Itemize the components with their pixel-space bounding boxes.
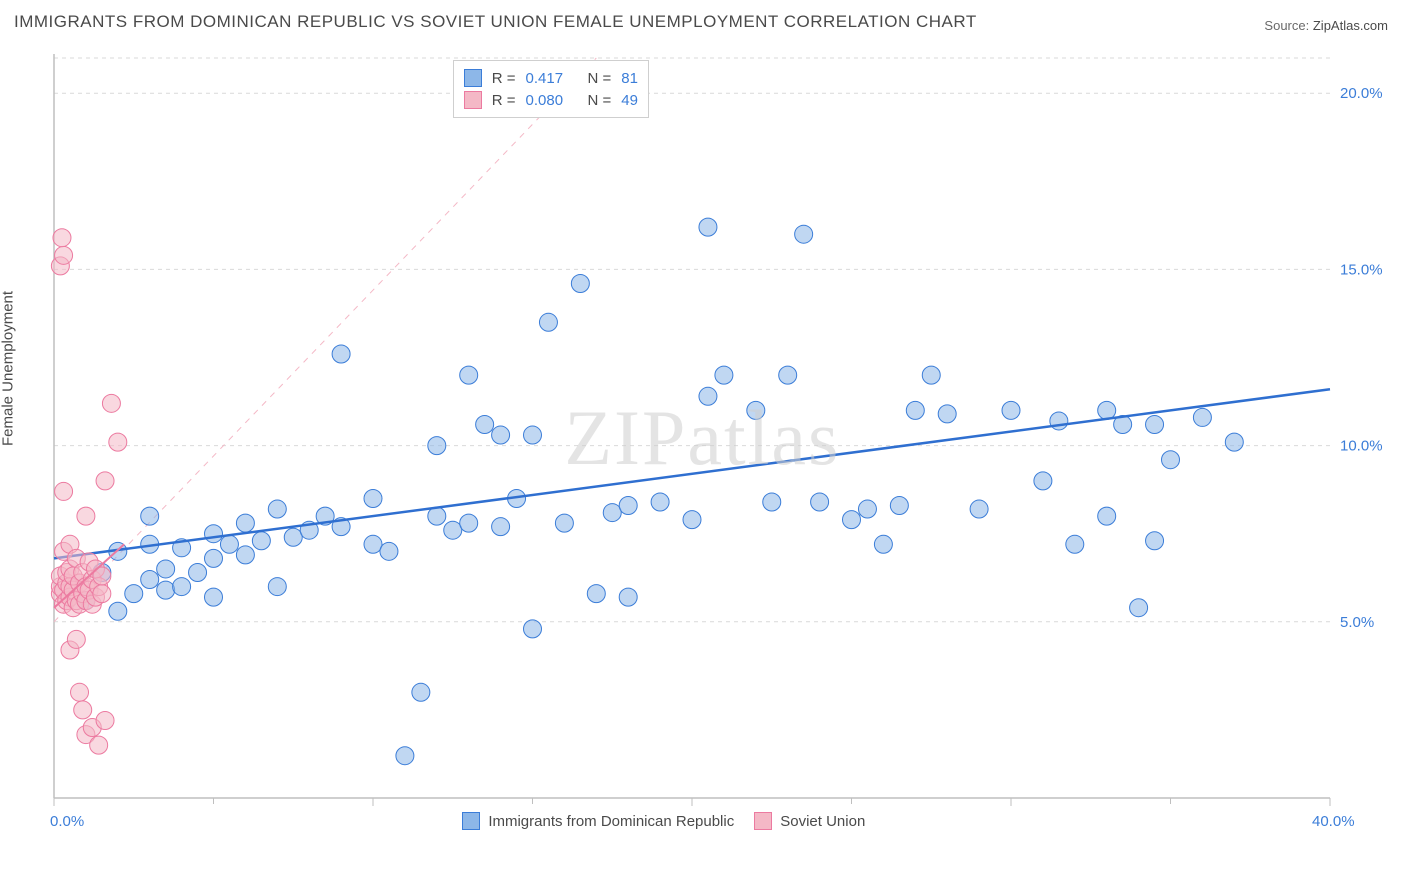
svg-text:0.0%: 0.0% xyxy=(50,813,84,830)
legend-series-label: Immigrants from Dominican Republic xyxy=(488,813,734,830)
n-label: N = xyxy=(588,92,612,109)
legend-swatch xyxy=(464,91,482,109)
legend-series-item: Immigrants from Dominican Republic xyxy=(462,812,734,830)
scatter-plot: 5.0%10.0%15.0%20.0%0.0%40.0% ZIPatlas R … xyxy=(50,48,1390,838)
svg-text:5.0%: 5.0% xyxy=(1340,614,1374,631)
legend-series: Immigrants from Dominican Republic Soviet… xyxy=(462,812,865,830)
legend-swatch xyxy=(464,69,482,87)
source-value: ZipAtlas.com xyxy=(1313,18,1388,33)
legend-series-item: Soviet Union xyxy=(754,812,865,830)
legend-correlation-row: R = 0.080 N = 49 xyxy=(464,89,638,111)
y-axis-label: Female Unemployment xyxy=(0,291,17,446)
r-label: R = xyxy=(492,92,516,109)
chart-svg: 5.0% 10.0% 15.0% 20.0% 0.0% 40.0% xyxy=(50,48,1390,838)
source-label: Source: xyxy=(1264,18,1309,33)
svg-text:15.0%: 15.0% xyxy=(1340,261,1383,278)
n-value: 81 xyxy=(621,70,638,87)
source-attribution: Source: ZipAtlas.com xyxy=(1264,18,1388,33)
r-value: 0.417 xyxy=(526,70,578,87)
legend-correlation-box: R = 0.417 N = 81 R = 0.080 N = 49 xyxy=(453,60,649,118)
legend-correlation-row: R = 0.417 N = 81 xyxy=(464,67,638,89)
r-label: R = xyxy=(492,70,516,87)
legend-swatch xyxy=(462,812,480,830)
svg-text:10.0%: 10.0% xyxy=(1340,438,1383,455)
legend-series-label: Soviet Union xyxy=(780,813,865,830)
chart-title: IMMIGRANTS FROM DOMINICAN REPUBLIC VS SO… xyxy=(14,12,977,32)
r-value: 0.080 xyxy=(526,92,578,109)
legend-swatch xyxy=(754,812,772,830)
svg-text:40.0%: 40.0% xyxy=(1312,813,1355,830)
n-label: N = xyxy=(588,70,612,87)
svg-text:20.0%: 20.0% xyxy=(1340,85,1383,102)
n-value: 49 xyxy=(621,92,638,109)
